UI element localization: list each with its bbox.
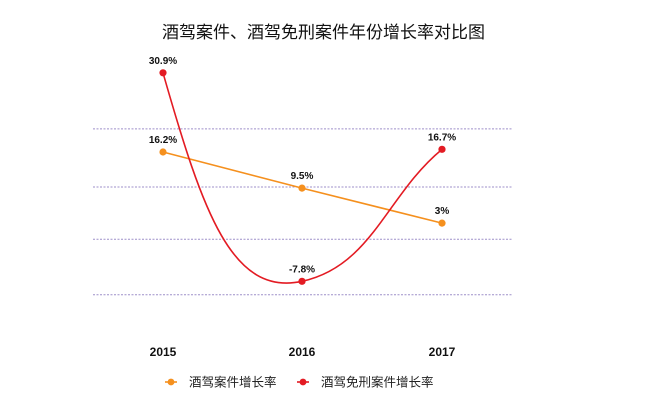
data-label: -7.8% — [289, 264, 315, 275]
data-label: 3% — [435, 206, 450, 217]
data-point — [438, 219, 446, 227]
series-layer: 16.2% 9.5% 3% 30.9% -7.8% 16.7% — [149, 56, 456, 285]
data-point — [159, 148, 167, 156]
x-tick-label: 2016 — [289, 345, 316, 359]
data-point — [159, 69, 167, 77]
legend-item-1: 酒驾案件增长率 — [165, 375, 277, 390]
chart-title: 酒驾案件、酒驾免刑案件年份增长率对比图 — [162, 23, 485, 43]
data-label: 30.9% — [149, 56, 177, 67]
series-line — [162, 72, 443, 284]
data-label: 16.7% — [428, 132, 456, 143]
x-tick-label: 2015 — [150, 345, 177, 359]
legend-label: 酒驾案件增长率 — [189, 375, 277, 390]
legend-label: 酒驾免刑案件增长率 — [321, 375, 434, 390]
x-axis: 2015 2016 2017 — [150, 345, 456, 359]
data-point — [298, 277, 306, 285]
data-label: 16.2% — [149, 135, 177, 146]
legend-marker — [299, 378, 307, 386]
data-point — [438, 145, 446, 153]
data-label: 9.5% — [291, 171, 314, 182]
legend-marker — [167, 378, 175, 386]
x-tick-label: 2017 — [429, 345, 456, 359]
data-point — [298, 184, 306, 192]
legend-item-2: 酒驾免刑案件增长率 — [297, 375, 434, 390]
series-1: 16.2% 9.5% 3% — [149, 135, 450, 227]
legend: 酒驾案件增长率 酒驾免刑案件增长率 — [165, 375, 434, 390]
series-2: 30.9% -7.8% 16.7% — [149, 56, 456, 285]
